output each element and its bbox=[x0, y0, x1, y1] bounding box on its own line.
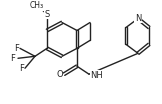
Text: F: F bbox=[10, 54, 15, 63]
Text: N: N bbox=[135, 14, 141, 23]
Text: O: O bbox=[56, 70, 63, 79]
Text: S: S bbox=[44, 10, 50, 19]
Text: F: F bbox=[14, 44, 19, 53]
Text: NH: NH bbox=[90, 71, 103, 80]
Text: CH₃: CH₃ bbox=[30, 1, 44, 10]
Text: F: F bbox=[19, 64, 24, 73]
